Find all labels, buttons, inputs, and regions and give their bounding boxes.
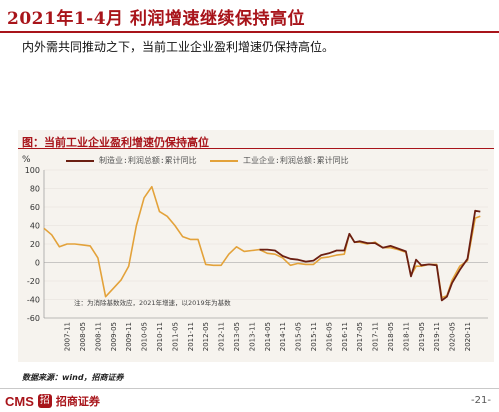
y-tick-label: 0 <box>35 259 40 268</box>
y-tick-label: 60 <box>30 203 40 212</box>
x-tick-label: 2009-11 <box>125 322 133 351</box>
x-tick-label: 2020-11 <box>464 322 472 351</box>
x-tick-label: 2012-11 <box>218 322 226 351</box>
brand-name: 招商证券 <box>55 395 100 408</box>
x-tick-label: 2011-05 <box>171 322 179 351</box>
x-tick-label: 2013-11 <box>248 322 256 351</box>
chart-title: 图：当前工业企业盈利增速仍保持高位 <box>22 136 209 149</box>
footer-brand: CMS 招 招商证券 <box>5 393 100 409</box>
x-tick-label: 2014-11 <box>279 322 287 351</box>
x-tick-label: 2016-11 <box>341 322 349 351</box>
data-source: 数据来源：wind，招商证券 <box>22 373 124 382</box>
page-number: -21- <box>471 395 491 406</box>
y-tick-label: 100 <box>25 166 40 175</box>
x-tick-label: 2015-05 <box>295 322 303 351</box>
x-tick-label: 2010-05 <box>141 322 149 351</box>
x-tick-label: 2018-05 <box>387 322 395 351</box>
x-tick-label: 2017-11 <box>372 322 380 351</box>
chart-title-rule <box>18 148 494 149</box>
y-tick-label: -40 <box>27 296 40 305</box>
y-tick-label: -20 <box>27 277 40 286</box>
x-tick-label: 2019-11 <box>433 322 441 351</box>
x-tick-label: 2015-11 <box>310 322 318 351</box>
y-tick-label: 20 <box>30 240 40 249</box>
x-tick-label: 2020-05 <box>449 322 457 351</box>
brand-logo-icon: 招 <box>37 394 52 408</box>
slide-subtitle: 内外需共同推动之下，当前工业企业盈利增速仍保持高位。 <box>22 40 335 54</box>
series-line-industrial <box>43 185 481 299</box>
legend-swatch-industrial <box>210 159 238 162</box>
y-tick-label: 40 <box>30 222 40 231</box>
x-tick-label: 2014-05 <box>264 322 272 351</box>
x-tick-label: 2009-05 <box>110 322 118 351</box>
legend-swatch-manufacturing <box>66 159 94 162</box>
footer-rule <box>0 388 499 389</box>
x-tick-label: 2008-11 <box>94 322 102 351</box>
x-tick-label: 2017-05 <box>356 322 364 351</box>
y-axis-unit: % <box>22 155 31 165</box>
x-tick-label: 2019-05 <box>418 322 426 351</box>
title-rule <box>0 31 499 33</box>
x-tick-label: 2011-11 <box>187 322 195 351</box>
legend-item-industrial: 工业企业:利润总额:累计同比 <box>210 155 349 166</box>
x-tick-label: 2008-05 <box>79 322 87 351</box>
brand-text: CMS <box>5 393 34 409</box>
slide-title: 2021年1-4月 利润增速继续保持高位 <box>7 9 305 29</box>
chart-panel <box>18 130 494 362</box>
y-tick-label: 80 <box>30 185 40 194</box>
y-tick-label: -60 <box>27 314 40 323</box>
series-line-manufacturing <box>259 209 481 302</box>
x-tick-label: 2007-11 <box>64 322 72 351</box>
chart-annotation: 注：为消除基数效应，2021年增速，以2019年为基数 <box>74 298 231 307</box>
x-tick-label: 2016-05 <box>325 322 333 351</box>
x-tick-label: 2013-05 <box>233 322 241 351</box>
legend-label-manufacturing: 制造业:利润总额:累计同比 <box>99 156 197 165</box>
x-tick-label: 2018-11 <box>402 322 410 351</box>
legend-label-industrial: 工业企业:利润总额:累计同比 <box>243 156 349 165</box>
legend-item-manufacturing: 制造业:利润总额:累计同比 <box>66 155 197 166</box>
x-tick-label: 2012-05 <box>202 322 210 351</box>
x-tick-label: 2010-11 <box>156 322 164 351</box>
